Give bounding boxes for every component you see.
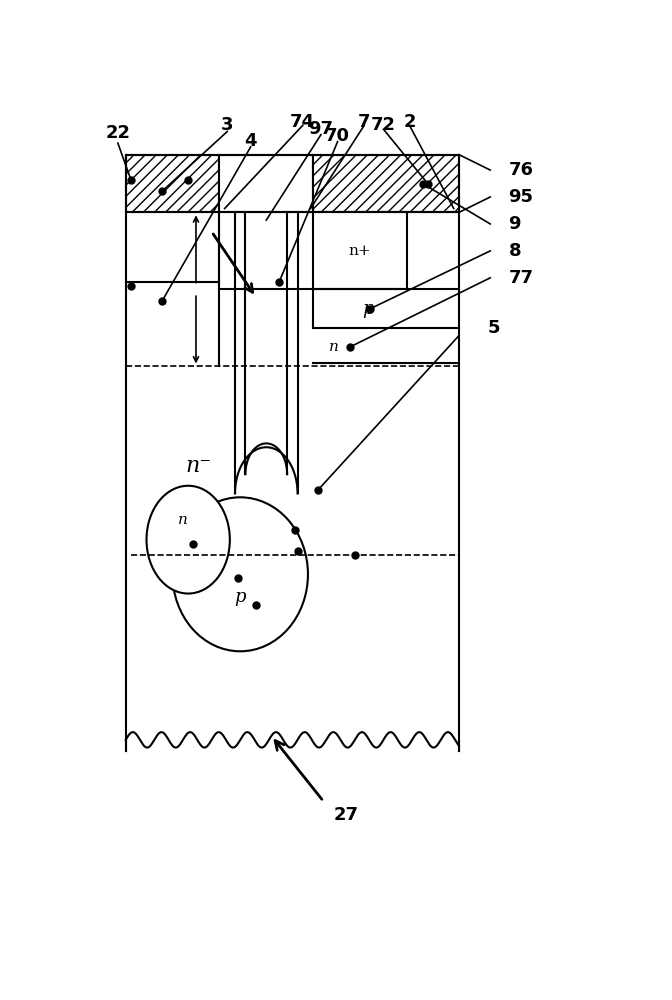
- Text: 97: 97: [308, 120, 333, 138]
- Text: n+: n+: [349, 244, 372, 258]
- Text: 7: 7: [358, 113, 370, 131]
- Bar: [313, 155, 459, 212]
- Text: 76: 76: [509, 161, 534, 179]
- Text: 4: 4: [245, 132, 257, 150]
- Text: 74: 74: [290, 113, 315, 131]
- Ellipse shape: [173, 497, 308, 651]
- Text: n: n: [178, 513, 188, 527]
- Bar: [219, 155, 313, 212]
- Text: p: p: [235, 588, 246, 606]
- Text: 72: 72: [371, 116, 396, 134]
- Bar: [313, 212, 407, 289]
- Text: 22: 22: [106, 124, 130, 142]
- Text: p: p: [362, 300, 374, 318]
- Text: 5: 5: [488, 319, 500, 337]
- Text: 70: 70: [325, 127, 350, 145]
- Text: 2: 2: [403, 113, 416, 131]
- Text: n: n: [329, 340, 339, 354]
- Text: 3: 3: [221, 116, 233, 134]
- Text: n⁻: n⁻: [185, 456, 212, 478]
- Text: 95: 95: [509, 188, 534, 206]
- Text: 9: 9: [509, 215, 521, 233]
- Text: 27: 27: [334, 806, 359, 824]
- Bar: [126, 155, 219, 212]
- Ellipse shape: [146, 486, 230, 594]
- Text: 8: 8: [509, 242, 521, 260]
- Text: 77: 77: [509, 269, 534, 287]
